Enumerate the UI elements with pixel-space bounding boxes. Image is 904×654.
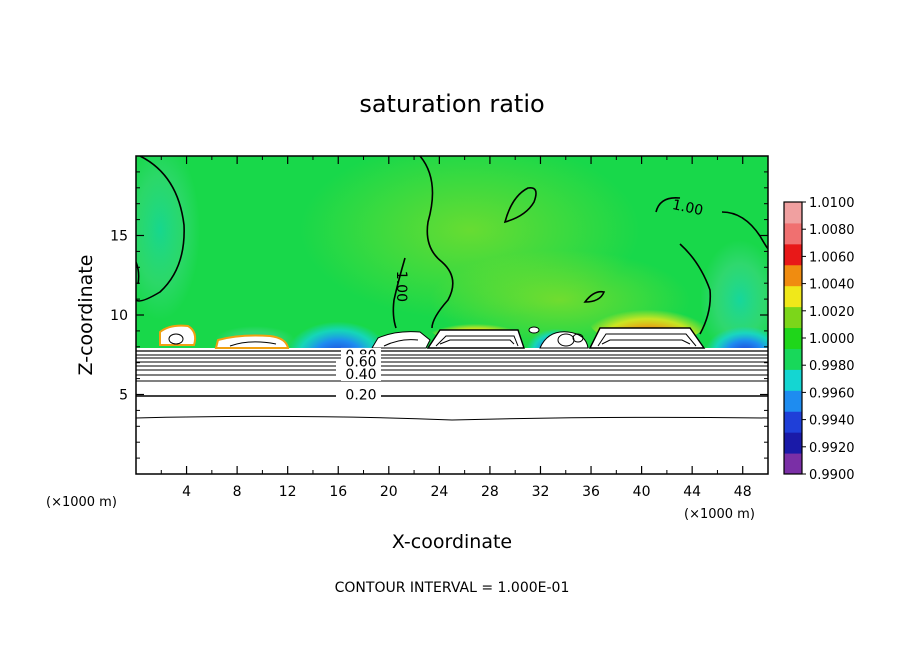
contour-label-bg [340, 354, 381, 369]
colorbar-label: 1.0000 [809, 332, 855, 347]
colorbar-swatch [784, 202, 802, 224]
contour-label: 0.40 [345, 367, 376, 383]
colorbar-label: 0.9900 [809, 468, 855, 483]
contour-label-group: 0.40 [340, 367, 381, 383]
colorbar-label: 0.9960 [809, 386, 855, 401]
x-axis-unit: (×1000 m) [684, 507, 755, 522]
contour-label-group: 1.00 [393, 271, 409, 302]
y-tick-label: 15 [110, 229, 128, 245]
x-tick-label: 16 [329, 484, 347, 500]
x-tick-label: 24 [430, 484, 448, 500]
contour-label: 1.00 [393, 271, 409, 302]
x-tick-label: 28 [481, 484, 499, 500]
cloud-blob-6 [588, 327, 706, 349]
colorbar-label: 0.9920 [809, 441, 855, 456]
colorbar-swatch [784, 243, 802, 266]
colorbar: 0.9900 0.9920 0.9940 0.9960 0.9980 1.0000 1.00… [783, 196, 855, 483]
colorbar-swatch [784, 348, 802, 370]
field-left-cyan [136, 156, 200, 320]
colorbar-swatch [784, 411, 802, 433]
colorbar-label: 1.0060 [809, 250, 855, 265]
x-axis-label: X-coordinate [392, 531, 512, 553]
cloud-blob-3 [371, 331, 431, 349]
x-tick-label: 20 [380, 484, 398, 500]
contour-label: 0.20 [345, 388, 376, 404]
contour-labels: 1.001.000.800.600.400.20 [340, 197, 705, 404]
contour-label-group: 0.20 [340, 387, 381, 404]
colorbar-label: 1.0100 [809, 196, 855, 211]
y-tick-label: 5 [119, 388, 128, 404]
contour-label-bg [340, 367, 381, 382]
colorbar-label: 1.0040 [809, 278, 855, 293]
contour-label: 0.60 [345, 354, 376, 370]
plot-field [136, 156, 768, 474]
x-tick-label: 12 [279, 484, 297, 500]
x-tick-label: 36 [582, 484, 600, 500]
cloud-blob-1 [159, 324, 197, 346]
y-axis-label: Z-coordinate [75, 255, 97, 376]
colorbar-label: 1.0020 [809, 305, 855, 320]
x-tick-label: 32 [532, 484, 550, 500]
colorbar-swatch [784, 453, 802, 475]
colorbar-swatch [784, 306, 802, 329]
y-axis-unit: (×1000 m) [46, 495, 117, 510]
y-axis-ticks: 5 10 15 [110, 171, 768, 459]
x-tick-label: 4 [182, 484, 191, 500]
colorbar-swatch [784, 222, 802, 245]
cloud-blob-2 [214, 334, 290, 349]
y-tick-label: 10 [110, 308, 128, 324]
colorbar-swatch [784, 390, 802, 412]
x-axis-ticks: 4 8 12 16 20 24 28 32 36 40 44 48 [160, 156, 752, 500]
colorbar-swatch [784, 327, 802, 349]
colorbar-swatch [784, 432, 802, 454]
contour-label: 1.00 [671, 197, 705, 219]
colorbar-label: 0.9940 [809, 414, 855, 429]
colorbar-swatch [784, 369, 802, 391]
colorbar-swatch [784, 285, 802, 308]
contour-label-group: 1.00 [671, 197, 705, 219]
chart-title: saturation ratio [359, 90, 544, 118]
contour-label-group: 0.60 [340, 354, 381, 370]
colorbar-swatch [784, 264, 802, 287]
cloud-blob-4 [426, 329, 525, 349]
x-tick-label: 8 [233, 484, 242, 500]
contour-label-bg [340, 387, 381, 402]
lower-contours [136, 350, 768, 421]
x-tick-label: 48 [734, 484, 752, 500]
colorbar-label: 0.9980 [809, 359, 855, 374]
field-lower-blank [136, 348, 768, 474]
colorbar-label: 1.0080 [809, 223, 855, 238]
contour-interval-note: CONTOUR INTERVAL = 1.000E-01 [335, 580, 570, 596]
cloud-blob-5 [528, 326, 589, 349]
x-tick-label: 44 [683, 484, 701, 500]
x-tick-label: 40 [633, 484, 651, 500]
